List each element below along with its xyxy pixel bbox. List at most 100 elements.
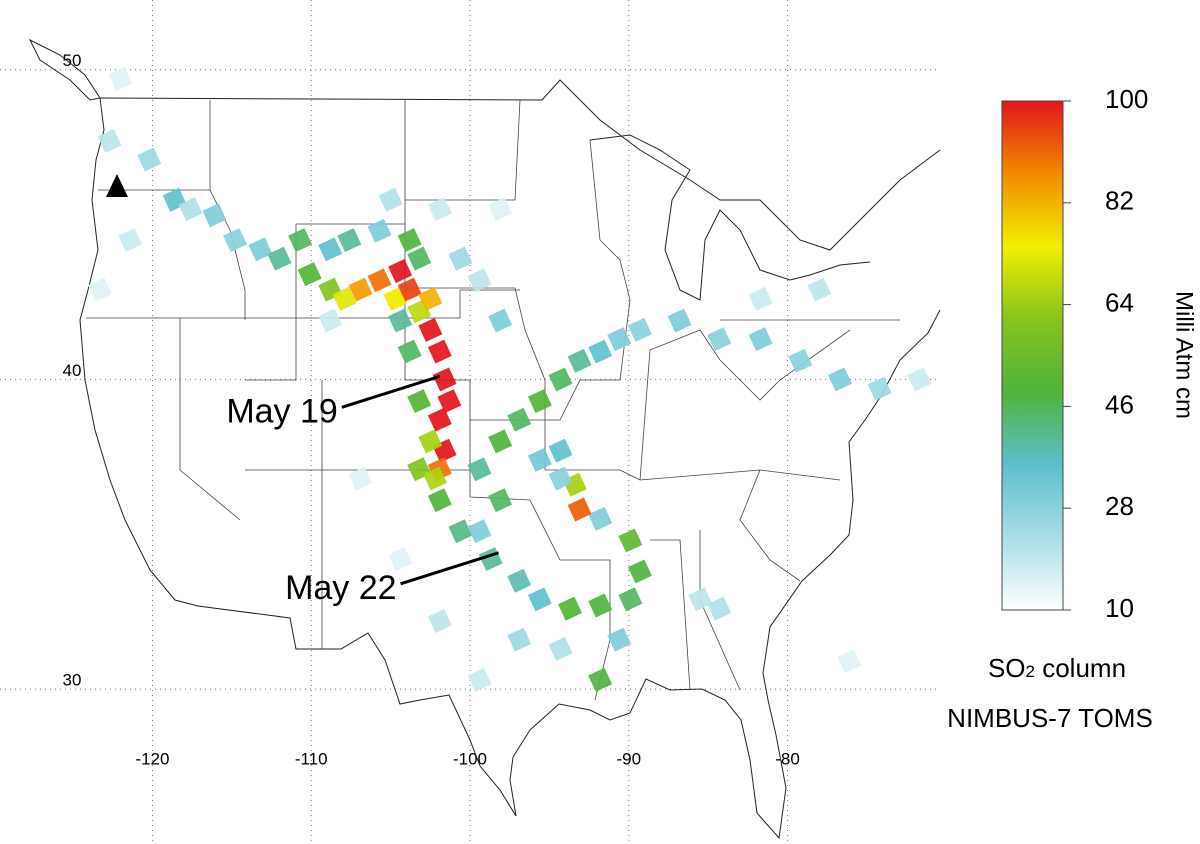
so2-cell (467, 457, 492, 482)
so2-cell (828, 367, 852, 392)
so2-cell (378, 187, 403, 212)
lat-label: 50 (63, 51, 82, 70)
so2-cell (467, 268, 492, 293)
lon-label: -110 (295, 749, 328, 768)
so2-cell (627, 559, 652, 584)
so2-cell (688, 587, 713, 612)
so2-cell (427, 407, 452, 432)
so2-cell (397, 339, 422, 364)
gulf-coast (509, 309, 941, 840)
so2-cell (627, 317, 652, 342)
annotation-leader (341, 374, 441, 409)
so2-cell (618, 528, 643, 553)
so2-cell (707, 327, 732, 352)
so2-cell (202, 203, 227, 228)
so2-cell (348, 277, 373, 302)
caption-sub: 2 (1026, 662, 1035, 681)
so2-cell (118, 228, 143, 252)
so2-cell (367, 218, 392, 243)
so2-cell (527, 389, 552, 414)
so2-cell (248, 237, 273, 262)
so2-cell (548, 466, 573, 491)
so2-cell (337, 228, 362, 252)
so2-cell (707, 596, 732, 621)
so2-cell (588, 667, 613, 692)
so2-cell (432, 367, 457, 392)
so2-cell (348, 466, 373, 491)
so2-cells (88, 67, 932, 692)
so2-cell (548, 636, 573, 661)
so2-cell (448, 519, 473, 544)
so2-cell (427, 339, 452, 364)
colorbar-tick-label: 46 (1105, 389, 1134, 419)
so2-cell (448, 246, 473, 271)
so2-cell (297, 262, 322, 287)
so2-cell (418, 317, 443, 342)
so2-cell (507, 407, 532, 432)
annotation-label: May 19 (226, 392, 338, 430)
so2-cell (607, 627, 632, 652)
lon-label: -100 (453, 749, 487, 768)
so2-cell (318, 308, 343, 333)
so2-cell (488, 197, 513, 222)
annotation-leader (400, 551, 500, 586)
so2-cell (488, 488, 513, 513)
so2-cell (288, 228, 313, 252)
so2-cell (388, 259, 413, 283)
so2-cell (667, 308, 692, 333)
so2-cell (588, 593, 613, 618)
colorbar-tick-label: 28 (1105, 491, 1134, 521)
so2-cell (527, 447, 552, 472)
so2-cell (567, 348, 592, 373)
so2-cell (558, 596, 582, 621)
so2-cell (418, 429, 443, 454)
so2-cell (618, 587, 643, 612)
so2-cell (837, 649, 862, 674)
so2-cell (748, 327, 773, 352)
caption-main: SO (988, 653, 1026, 683)
so2-cell (388, 308, 413, 333)
so2-cell (507, 568, 532, 593)
so2-cell (108, 67, 133, 91)
colorbar-tick-label: 100 (1105, 84, 1148, 114)
so2-cell (488, 308, 513, 333)
canada-border (99, 79, 941, 251)
so2-cell (137, 147, 162, 172)
so2-cell (388, 547, 413, 572)
colorbar: Milli Atm cm SO2 column NIMBUS-7 TOMS 10… (947, 84, 1197, 733)
lat-label: 40 (63, 361, 82, 380)
so2-cell (397, 277, 422, 302)
so2-cell (318, 237, 343, 262)
colorbar-title: Milli Atm cm (1171, 291, 1198, 419)
so2-cell (418, 286, 443, 311)
washington-island (28, 38, 101, 101)
colorbar-caption: SO2 column (988, 653, 1126, 683)
so2-cell (588, 506, 613, 531)
coastline (79, 97, 199, 607)
so2-cell (423, 466, 448, 491)
so2-cell (437, 389, 462, 414)
so2-cell (748, 286, 773, 311)
so2-cell (548, 438, 573, 463)
geography (28, 38, 941, 840)
so2-cell (507, 627, 532, 652)
so2-cell (788, 348, 813, 373)
so2-cell (527, 587, 552, 612)
source-label: NIMBUS-7 TOMS (947, 703, 1153, 733)
so2-cell (467, 519, 492, 544)
so2-cell (97, 128, 122, 153)
so2-cell (427, 197, 452, 222)
so2-cell (332, 286, 357, 311)
so2-cell (407, 246, 432, 271)
so2-cell (397, 228, 422, 252)
so2-cell (427, 488, 452, 513)
annotations: May 19 May 22 (226, 374, 500, 607)
great-lakes (589, 134, 871, 301)
so2-cell (488, 429, 513, 454)
colorbar-tick-label: 10 (1105, 593, 1134, 623)
so2-cell (267, 246, 292, 271)
colorbar-tick-label: 82 (1105, 186, 1134, 216)
lon-label: -120 (135, 749, 169, 768)
